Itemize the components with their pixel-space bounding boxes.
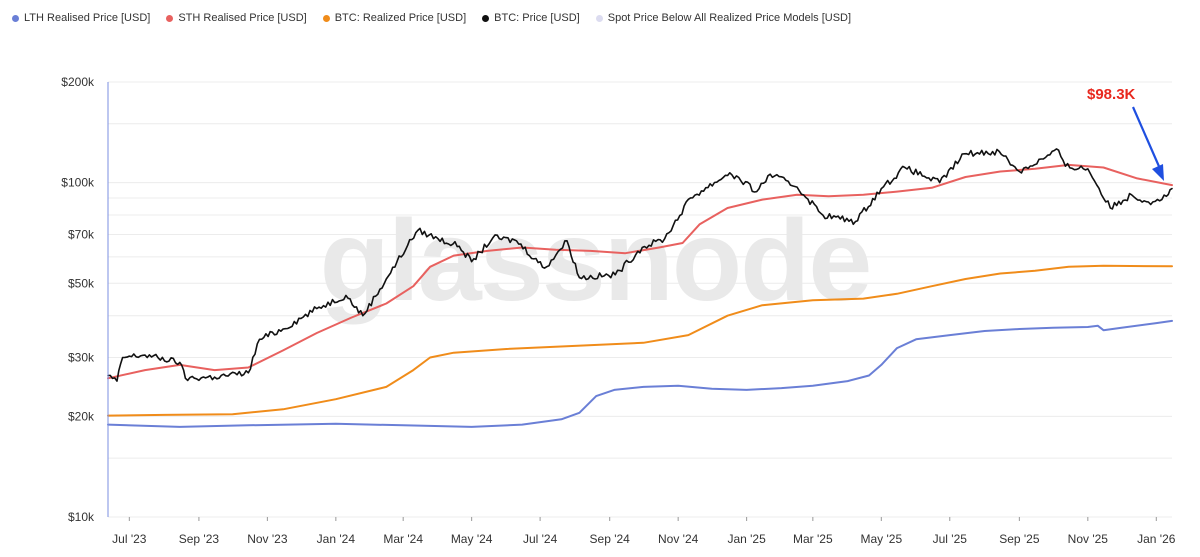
series-line (107, 148, 1173, 382)
x-tick-label: Sep '25 (999, 532, 1040, 546)
legend-label: LTH Realised Price [USD] (24, 12, 151, 24)
legend-label: BTC: Realized Price [USD] (334, 12, 467, 24)
series-lines (107, 148, 1173, 428)
y-axis: $200k $100k $70k $50k $30k $20k $10k (61, 75, 109, 524)
grid-lines (108, 81, 1172, 518)
x-tick-label: May '25 (860, 532, 902, 546)
legend-item[interactable]: LTH Realised Price [USD] (12, 12, 150, 24)
x-tick-label: Sep '24 (590, 532, 631, 546)
legend-item[interactable]: BTC: Price [USD] (482, 12, 580, 24)
x-tick-label: Jan '25 (727, 532, 766, 546)
legend-swatch (482, 14, 490, 22)
x-axis: Jul '23 Sep '23 Nov '23 Jan '24 Mar '24 May '… (112, 517, 1176, 546)
legend-label: Spot Price Below All Realized Price Mode… (607, 12, 852, 24)
legend-label: STH Realised Price [USD] (178, 12, 307, 24)
x-tick-label: Jan '24 (317, 532, 356, 546)
chart-legend: LTH Realised Price [USD] STH Realised Pri… (12, 12, 851, 24)
x-tick-label: Jan '26 (1137, 532, 1176, 546)
x-tick-label: Nov '25 (1068, 532, 1109, 546)
callout-arrowhead (1152, 164, 1164, 181)
series-line (107, 163, 1173, 380)
legend-item[interactable]: STH Realised Price [USD] (166, 12, 307, 24)
legend-swatch (595, 14, 603, 22)
y-tick-label: $70k (68, 227, 95, 241)
legend-swatch (322, 14, 330, 22)
x-tick-label: Jul '23 (112, 532, 147, 546)
y-tick-label: $200k (61, 75, 95, 89)
legend-item[interactable]: BTC: Realized Price [USD] (322, 12, 467, 24)
series-line (107, 264, 1173, 417)
x-tick-label: Mar '25 (793, 532, 833, 546)
x-tick-label: May '24 (451, 532, 493, 546)
x-tick-label: Mar '24 (383, 532, 423, 546)
callout-arrow (1131, 106, 1163, 172)
y-tick-label: $30k (68, 350, 95, 364)
x-tick-label: Nov '24 (658, 532, 699, 546)
y-tick-label: $10k (68, 510, 95, 524)
series-line (107, 319, 1173, 428)
watermark-logo: glassnode (320, 197, 871, 325)
legend-swatch (166, 14, 174, 22)
y-tick-label: $20k (68, 409, 95, 423)
y-tick-label: $100k (61, 176, 95, 190)
legend-item[interactable]: Spot Price Below All Realized Price Mode… (595, 12, 852, 24)
legend-swatch (12, 14, 19, 22)
price-callout-label: $98.3K (1087, 86, 1136, 103)
x-tick-label: Jul '25 (933, 532, 968, 546)
x-tick-label: Jul '24 (523, 532, 558, 546)
price-callout: $98.3K (1087, 86, 1164, 181)
legend-label: BTC: Price [USD] (494, 12, 580, 24)
y-tick-label: $50k (68, 276, 95, 290)
x-tick-label: Sep '23 (179, 532, 220, 546)
x-tick-label: Nov '23 (247, 532, 288, 546)
